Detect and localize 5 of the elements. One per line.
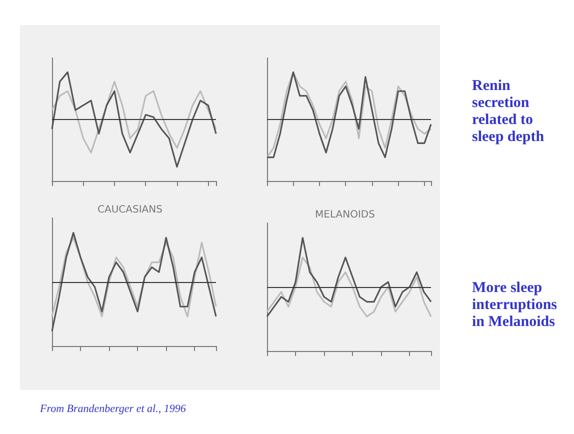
text: More sleep interruptions in Melanoids (472, 280, 558, 331)
chart-title: MELANOIDS (315, 210, 375, 220)
text: From Brandenberger et al., 1996 (40, 403, 186, 415)
chart-title: CAUCASIANS (98, 204, 162, 216)
text: Renin secretion related to sleep depth (472, 78, 546, 146)
